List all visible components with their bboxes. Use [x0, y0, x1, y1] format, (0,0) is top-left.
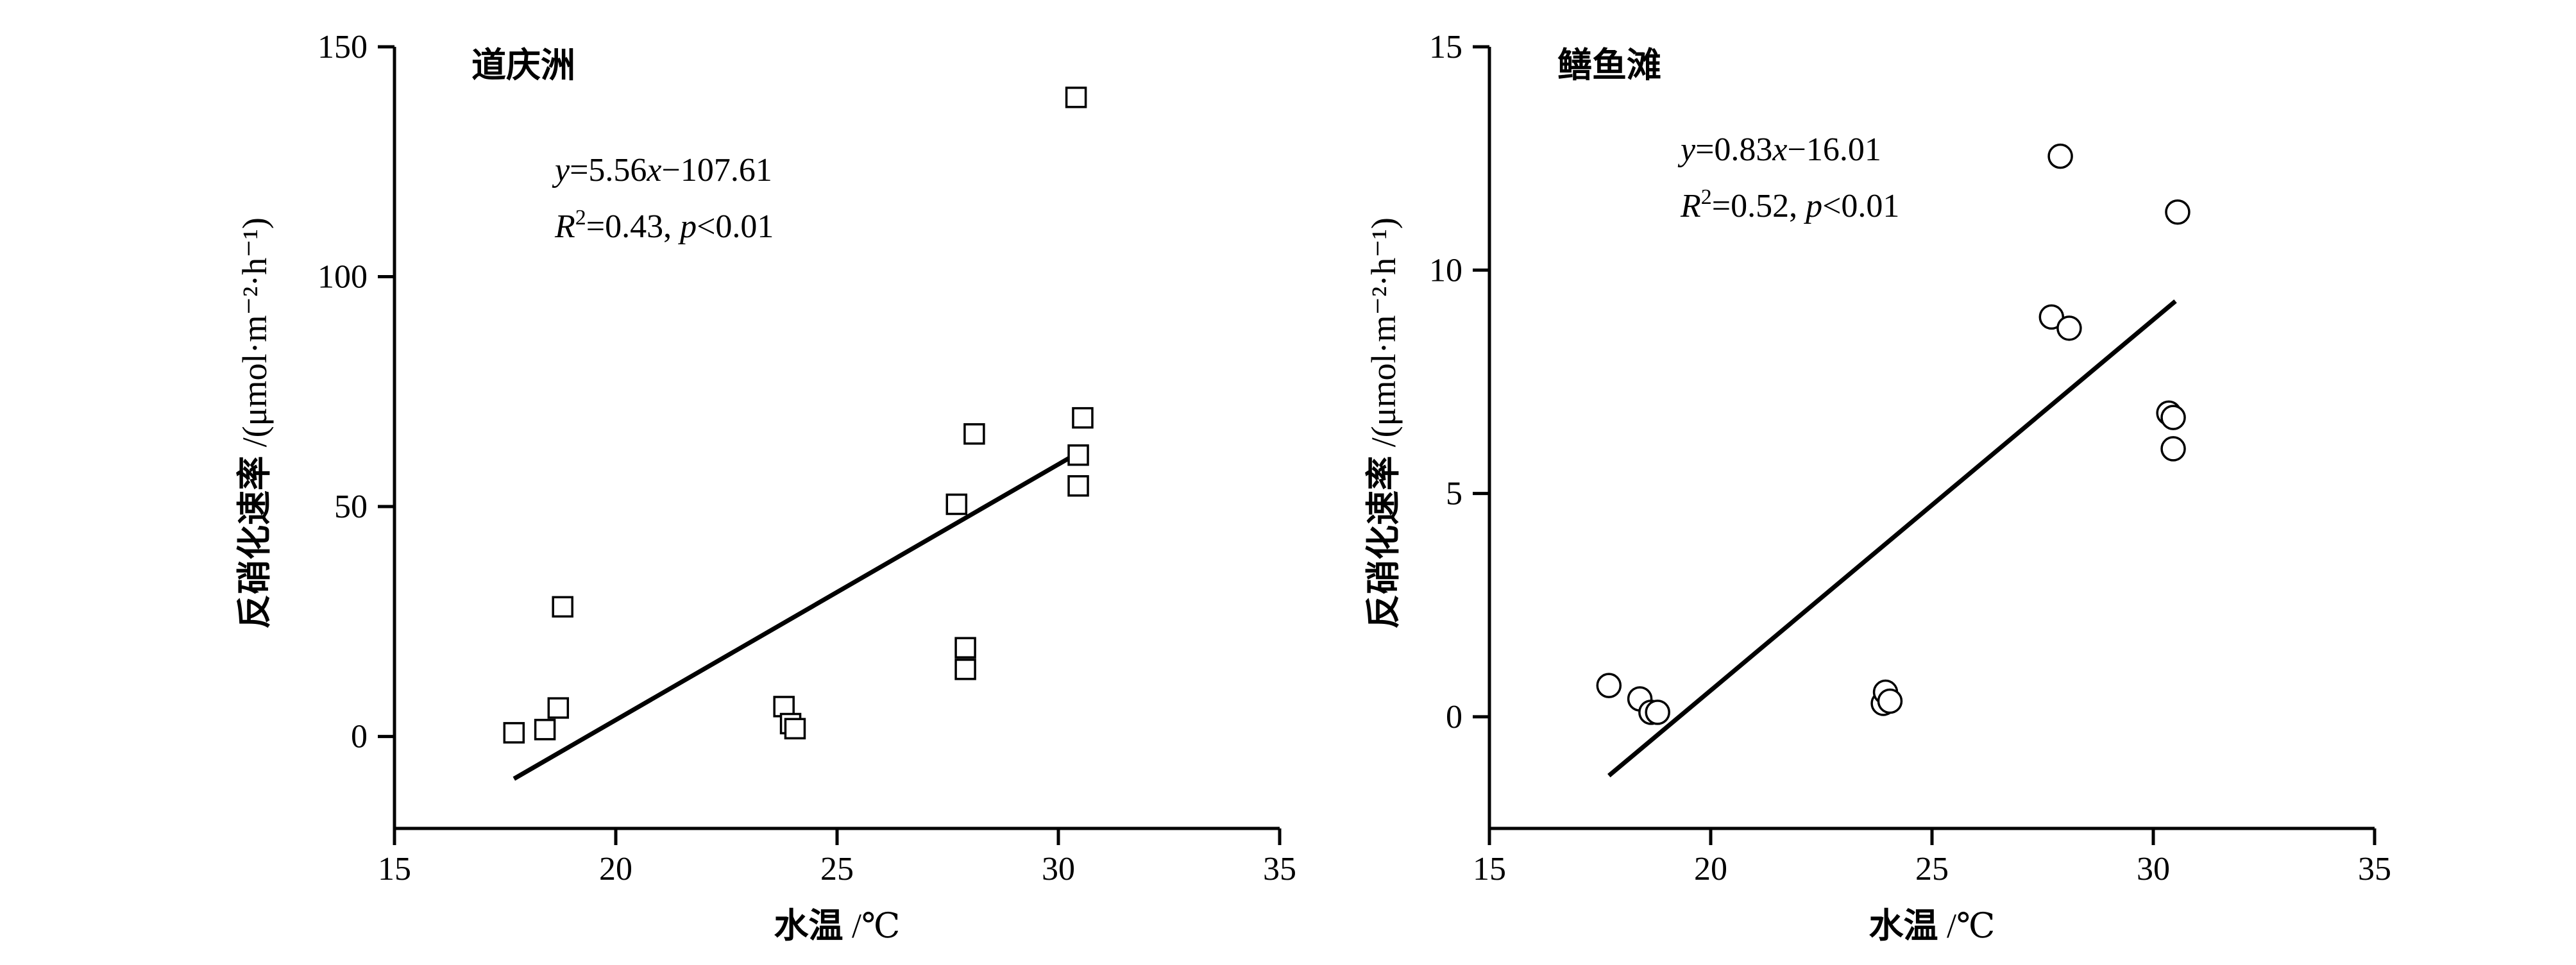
stats-r-value: =0.43, [586, 208, 680, 245]
x-tick-label: 30 [1042, 851, 1075, 887]
data-point-circle [1596, 673, 1622, 698]
data-point-circle [2047, 143, 2073, 169]
data-point-square [503, 722, 525, 744]
stats-p-var: p [677, 208, 697, 245]
data-point-circle [2038, 304, 2065, 330]
x-tick-label: 20 [1694, 851, 1727, 887]
x-axis-label-main: 水温 [774, 907, 843, 945]
x-axis-label: 水温 /℃ [1869, 907, 1996, 945]
equation-slope: =0.83 [1695, 131, 1772, 168]
stats-p-value: <0.01 [1822, 188, 1899, 224]
data-point-square [954, 637, 976, 659]
y-axis-label-main: 反硝化速率 [235, 456, 274, 629]
chart-panel-1: 0 50 100 150 15 20 25 30 35 道庆洲 y=5.56x−107.61 R2=0… [235, 29, 1296, 945]
site-label: 鳝鱼滩 [1557, 46, 1661, 85]
y-tick-label: 100 [318, 259, 368, 296]
stats-p-value: <0.01 [697, 208, 774, 245]
y-tick-label: 5 [1446, 476, 1462, 512]
data-point-square [1065, 87, 1087, 108]
data-point-circle [2165, 199, 2190, 225]
x-tick-label: 35 [2358, 851, 2391, 887]
regression-stats: R2=0.43, p<0.01 [554, 206, 774, 245]
y-axis-label-unit: /(μmol·m⁻²·h⁻¹) [235, 217, 274, 456]
stats-r-var: R [554, 208, 575, 245]
data-point-circle [2160, 436, 2186, 462]
y-tick-label: 150 [318, 29, 368, 65]
y-tick-label: 0 [351, 719, 368, 755]
x-tick-label: 15 [378, 851, 411, 887]
y-tick-label: 0 [1446, 699, 1462, 735]
equation-y-var: y [1677, 131, 1696, 168]
data-point-square [945, 493, 968, 516]
data-point-square [954, 659, 976, 680]
data-point-square [1072, 407, 1094, 429]
x-axis-label-unit: /℃ [843, 907, 901, 945]
regression-line [1607, 299, 2177, 778]
regression-stats: R2=0.52, p<0.01 [1680, 185, 1899, 224]
x-axis-label: 水温 /℃ [774, 907, 901, 945]
regression-line [513, 447, 1087, 781]
equation-intercept: −107.61 [662, 152, 772, 189]
equation-slope: =5.56 [570, 152, 647, 189]
y-tick-label: 50 [334, 489, 368, 525]
stats-p-var: p [1803, 188, 1822, 224]
x-tick-label: 30 [2137, 851, 2170, 887]
data-point-square [963, 423, 985, 445]
stats-r-var: R [1680, 188, 1701, 224]
y-tick-label: 15 [1429, 29, 1462, 65]
equation-x-var: x [1772, 131, 1787, 168]
x-tick-label: 25 [1915, 851, 1949, 887]
stats-r-sup: 2 [1701, 185, 1712, 209]
y-axis-label-unit: /(μmol·m⁻²·h⁻¹) [1364, 217, 1403, 456]
equation-x-var: x [646, 152, 661, 189]
y-axis-label: 反硝化速率 /(μmol·m⁻²·h⁻¹) [1364, 217, 1403, 629]
data-point-circle [1877, 688, 1903, 714]
y-tick-label: 10 [1429, 252, 1462, 289]
data-point-square [784, 717, 806, 740]
x-tick-label: 35 [1263, 851, 1296, 887]
stats-r-sup: 2 [575, 206, 586, 230]
stats-r-value: =0.52, [1712, 188, 1806, 224]
chart-panel-2: 0 5 10 15 15 20 25 30 35 鳝鱼滩 y=0.83x−16.01 R2=0.52,… [1364, 29, 2391, 945]
x-tick-label: 25 [820, 851, 854, 887]
data-point-square [1067, 475, 1089, 497]
site-label: 道庆洲 [471, 46, 575, 85]
data-point-square [547, 697, 570, 719]
data-point-square [1067, 444, 1089, 466]
y-axis-label-main: 反硝化速率 [1364, 456, 1403, 629]
regression-equation: y=5.56x−107.61 [552, 152, 772, 189]
data-point-circle [2056, 315, 2082, 341]
x-tick-label: 15 [1473, 851, 1506, 887]
regression-equation: y=0.83x−16.01 [1677, 131, 1881, 168]
data-point-square [552, 596, 573, 618]
y-axis-label: 反硝化速率 /(μmol·m⁻²·h⁻¹) [235, 217, 274, 629]
equation-y-var: y [552, 152, 570, 189]
equation-intercept: −16.01 [1788, 131, 1881, 168]
data-point-square [534, 719, 556, 741]
data-point-circle [1645, 700, 1670, 725]
data-point-circle [2160, 405, 2186, 430]
x-axis-label-main: 水温 [1869, 907, 1938, 945]
x-tick-label: 20 [599, 851, 632, 887]
x-axis-label-unit: /℃ [1938, 907, 1996, 945]
